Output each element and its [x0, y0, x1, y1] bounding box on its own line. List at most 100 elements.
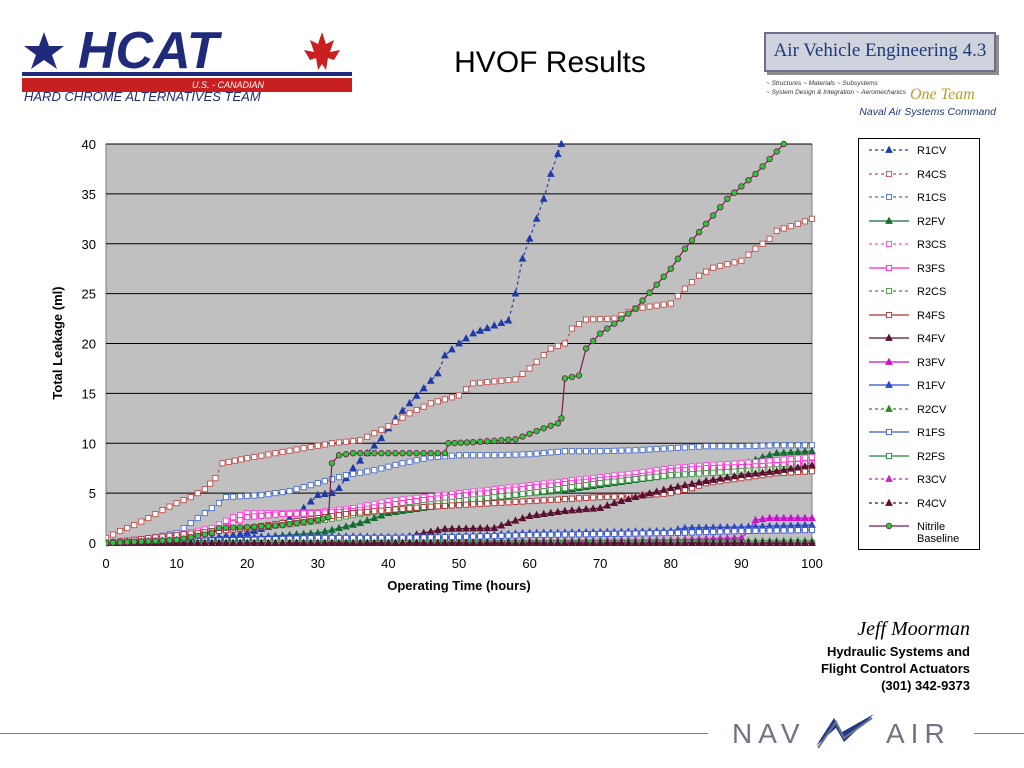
data-point-r4fs: [554, 496, 561, 503]
data-point-r1cv: [539, 194, 548, 202]
legend-swatch-r2fv: [869, 216, 909, 224]
data-point-r4cs: [681, 285, 688, 292]
data-point-r4cs: [286, 447, 293, 454]
data-point-r4fv: [772, 466, 781, 475]
data-point-r4cv: [328, 538, 336, 546]
data-point-r4cv: [638, 538, 647, 546]
data-point-r4fs: [455, 502, 463, 509]
data-point-r4cv: [412, 538, 421, 546]
data-point-r1fs: [660, 530, 667, 537]
data-point-r1cv: [426, 376, 435, 384]
data-point-r4cs: [314, 442, 321, 449]
legend-label-r3fs: R3FS: [917, 262, 946, 275]
data-point-nitrile-baseline: [625, 310, 632, 317]
legend-swatch-r2fs: [869, 452, 909, 459]
data-point-nitrile-baseline: [476, 438, 484, 445]
data-point-r2cs: [533, 489, 540, 496]
footer-rule-right: [974, 733, 1024, 734]
data-point-nitrile-baseline: [457, 439, 464, 446]
data-point-r4fv: [688, 479, 696, 487]
data-point-r1cv: [370, 441, 379, 449]
data-point-r1fs: [766, 527, 773, 534]
data-point-r4fv: [645, 489, 654, 497]
data-point-r1cs: [575, 448, 583, 455]
data-point-r4fs: [808, 468, 816, 475]
data-point-r4cs: [166, 503, 173, 510]
legend-item-r2fv: R2FV: [865, 214, 977, 230]
data-point-nitrile-baseline: [131, 538, 138, 546]
data-point-r4cv: [568, 538, 576, 546]
data-point-r4cs: [688, 279, 696, 286]
data-point-r1cs: [399, 460, 406, 467]
data-point-r1cs: [300, 484, 307, 491]
series-r4cs: [106, 215, 816, 542]
data-point-nitrile-baseline: [208, 529, 216, 537]
data-point-r2cs: [561, 485, 568, 492]
data-point-r4cs: [639, 304, 646, 311]
data-point-r4cs: [731, 259, 738, 266]
data-point-r2cs: [625, 476, 632, 484]
data-point-nitrile-baseline: [378, 450, 385, 457]
data-point-r2cs: [491, 494, 498, 501]
data-point-r1cv: [497, 318, 506, 326]
data-point-r2cs: [597, 480, 604, 487]
data-point-r1fs: [568, 531, 576, 538]
y-tick-label: 15: [82, 386, 96, 401]
data-point-r3fs: [455, 493, 463, 500]
data-point-r1cv: [448, 345, 456, 353]
data-point-r4cv: [575, 538, 583, 546]
data-point-r1cs: [794, 442, 801, 449]
maple-leaf-icon: [304, 32, 340, 70]
data-point-nitrile-baseline: [724, 195, 731, 203]
data-point-r4cs: [231, 457, 238, 464]
data-point-r1cs: [660, 445, 667, 452]
data-point-r4fs: [505, 499, 512, 506]
data-point-r1fs: [618, 530, 625, 537]
data-point-r4fv: [659, 485, 668, 493]
data-point-r2fv: [342, 522, 350, 530]
data-point-nitrile-baseline: [512, 436, 519, 443]
series-layer: [106, 140, 816, 547]
data-point-r4cv: [306, 538, 315, 546]
data-point-nitrile-baseline: [611, 320, 618, 327]
data-point-r1fs: [710, 528, 717, 535]
data-point-r4fv: [448, 524, 456, 532]
data-point-r3fs: [498, 488, 505, 495]
data-point-r4cv: [441, 538, 449, 546]
data-point-r1cs: [406, 458, 413, 465]
data-point-r4cs: [180, 497, 187, 504]
data-point-r1cv: [483, 323, 492, 332]
data-point-r1cs: [540, 449, 547, 457]
data-point-r1cs: [653, 445, 660, 453]
legend-marker-r1fs: [885, 428, 893, 436]
data-point-r1cv: [469, 329, 477, 337]
data-point-r2cs: [611, 478, 618, 485]
data-point-nitrile-baseline: [392, 450, 399, 457]
data-point-r4cv: [292, 538, 301, 546]
data-point-r4fv: [786, 464, 795, 472]
data-point-r4cv: [342, 538, 350, 546]
data-point-r4cv: [349, 538, 357, 546]
data-point-r2cs: [653, 473, 660, 480]
data-point-r4cv: [257, 538, 266, 546]
data-point-r4fv: [546, 508, 555, 516]
data-point-r1cs: [279, 489, 286, 496]
data-point-r4fv: [801, 462, 809, 470]
legend-item-r3cs: R3CS: [865, 237, 977, 253]
data-point-r4cs: [561, 340, 568, 347]
author-dept-line-1: Hydraulic Systems and: [826, 644, 970, 659]
data-point-r1cv: [313, 490, 322, 499]
data-point-r3fs: [286, 510, 293, 517]
legend-marker-r4fv: [885, 333, 893, 341]
data-point-nitrile-baseline: [582, 345, 590, 352]
x-tick-label: 50: [452, 556, 466, 571]
data-point-r4fs: [540, 497, 547, 504]
data-point-r4fs: [342, 511, 350, 518]
data-point-r4fv: [596, 503, 605, 511]
data-point-r1cv: [504, 316, 513, 324]
data-point-nitrile-baseline: [752, 170, 759, 178]
data-point-r1cs: [222, 494, 230, 501]
data-point-r4fv: [730, 472, 739, 480]
data-point-r4cv: [448, 538, 456, 546]
data-point-nitrile-baseline: [420, 450, 427, 457]
